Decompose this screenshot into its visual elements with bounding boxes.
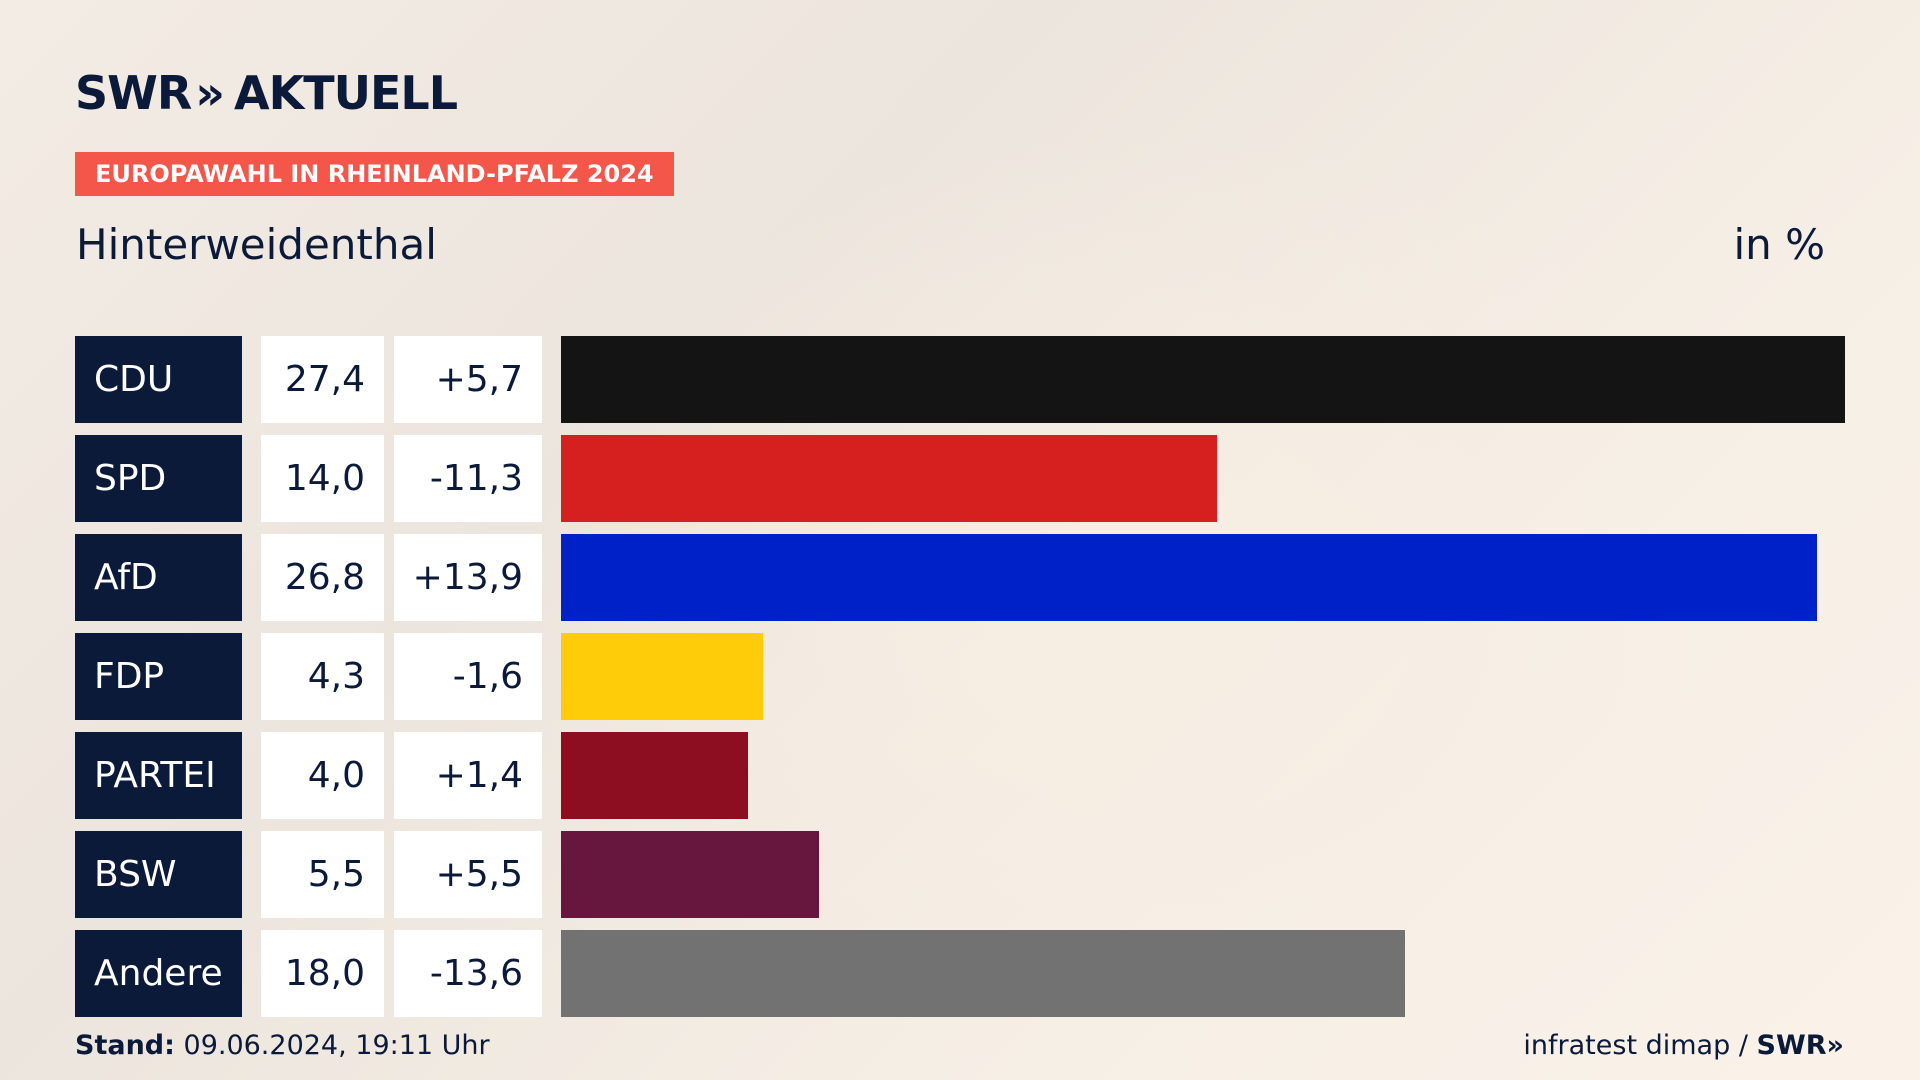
result-row: FDP 4,3 -1,6 — [75, 633, 1845, 720]
bar-track — [561, 534, 1845, 621]
change-label: -13,6 — [394, 930, 542, 1017]
election-badge: EUROPAWAHL IN RHEINLAND-PFALZ 2024 — [75, 152, 674, 196]
bar-fdp — [561, 633, 763, 720]
party-label: SPD — [75, 435, 242, 522]
party-label: CDU — [75, 336, 242, 423]
bar-cdu — [561, 336, 1845, 423]
bar-track — [561, 633, 1845, 720]
vote-share-label: 18,0 — [261, 930, 384, 1017]
logo-prefix: SWR — [75, 66, 192, 120]
bar-spd — [561, 435, 1217, 522]
result-row: BSW 5,5 +5,5 — [75, 831, 1845, 918]
result-row: PARTEI 4,0 +1,4 — [75, 732, 1845, 819]
bar-afd — [561, 534, 1817, 621]
change-label: +5,5 — [394, 831, 542, 918]
bar-track — [561, 336, 1845, 423]
stand-label: Stand: — [75, 1030, 175, 1061]
result-row: CDU 27,4 +5,7 — [75, 336, 1845, 423]
party-label: BSW — [75, 831, 242, 918]
change-label: +13,9 — [394, 534, 542, 621]
bar-partei — [561, 732, 748, 819]
stand-value: 09.06.2024, 19:11 Uhr — [183, 1030, 490, 1061]
logo-suffix: AKTUELL — [234, 66, 458, 120]
unit-label: in % — [1733, 220, 1825, 269]
source-label: infratest dimap / — [1523, 1030, 1748, 1061]
vote-share-label: 4,0 — [261, 732, 384, 819]
change-label: +1,4 — [394, 732, 542, 819]
bar-andere — [561, 930, 1405, 1017]
change-label: -1,6 — [394, 633, 542, 720]
results-table: CDU 27,4 +5,7 SPD 14,0 -11,3 AfD 26,8 +13,9 FDP 4,… — [75, 336, 1845, 1029]
region-title: Hinterweidenthal — [76, 220, 437, 269]
party-label: PARTEI — [75, 732, 242, 819]
result-row: Andere 18,0 -13,6 — [75, 930, 1845, 1017]
source-footer: infratest dimap / SWR» — [1523, 1030, 1844, 1061]
bar-bsw — [561, 831, 819, 918]
party-label: Andere — [75, 930, 242, 1017]
vote-share-label: 5,5 — [261, 831, 384, 918]
change-label: +5,7 — [394, 336, 542, 423]
bar-track — [561, 930, 1845, 1017]
vote-share-label: 4,3 — [261, 633, 384, 720]
bar-track — [561, 732, 1845, 819]
result-row: AfD 26,8 +13,9 — [75, 534, 1845, 621]
vote-share-label: 27,4 — [261, 336, 384, 423]
swr-aktuell-logo: SWR » AKTUELL — [75, 66, 458, 120]
party-label: FDP — [75, 633, 242, 720]
bar-track — [561, 435, 1845, 522]
vote-share-label: 14,0 — [261, 435, 384, 522]
swr-brand-mark: SWR» — [1756, 1030, 1844, 1061]
bar-track — [561, 831, 1845, 918]
change-label: -11,3 — [394, 435, 542, 522]
stand-footer: Stand: 09.06.2024, 19:11 Uhr — [75, 1030, 490, 1061]
result-row: SPD 14,0 -11,3 — [75, 435, 1845, 522]
chevrons-icon: » — [195, 66, 225, 120]
party-label: AfD — [75, 534, 242, 621]
vote-share-label: 26,8 — [261, 534, 384, 621]
